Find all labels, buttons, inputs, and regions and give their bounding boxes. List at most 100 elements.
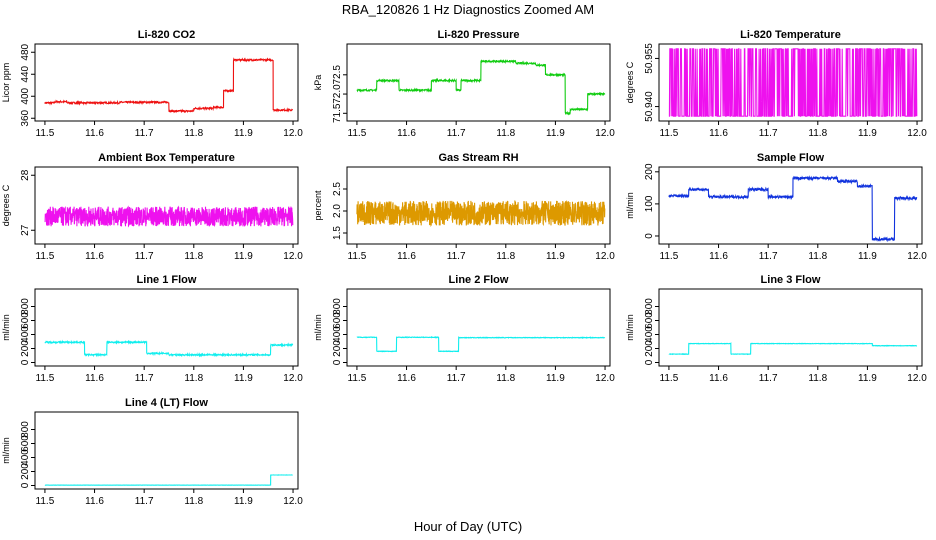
x-tick-label: 12.0 bbox=[283, 496, 303, 507]
x-tick-label: 11.5 bbox=[348, 128, 367, 139]
y-tick-label: 0 bbox=[20, 482, 31, 488]
x-tick-label: 11.7 bbox=[135, 128, 154, 139]
y-axis-label: ml/min bbox=[625, 192, 635, 219]
y-tick-label: 0 bbox=[20, 359, 31, 365]
x-tick-label: 12.0 bbox=[283, 128, 303, 139]
y-tick-label: 600 bbox=[20, 312, 31, 329]
y-tick-label: 600 bbox=[332, 312, 343, 329]
y-tick-label: 480 bbox=[20, 43, 31, 60]
x-tick-label: 11.6 bbox=[397, 373, 416, 384]
x-tick-label: 11.9 bbox=[234, 496, 253, 507]
panel-li-820-pressure: Li-820 Pressure 11.5 11.6 11.7 11.8 11.9 12.0 7… bbox=[313, 29, 615, 139]
panel-title: Ambient Box Temperature bbox=[98, 152, 235, 164]
x-tick-label: 11.6 bbox=[85, 496, 104, 507]
panel-title: Gas Stream RH bbox=[438, 152, 518, 164]
panel-grid: Li-820 CO2 11.5 11.6 11.7 11.8 11.9 12.0 360 400… bbox=[1, 29, 927, 507]
x-tick-label: 11.6 bbox=[709, 251, 728, 262]
x-tick-label: 12.0 bbox=[283, 251, 303, 262]
plot-frame bbox=[34, 43, 299, 122]
y-tick-label: 200 bbox=[20, 340, 31, 357]
x-tick-label: 11.9 bbox=[234, 251, 253, 262]
y-tick-label: 200 bbox=[332, 340, 343, 357]
y-tick-label: 400 bbox=[20, 326, 31, 343]
y-tick-label: 0 bbox=[332, 359, 343, 365]
series-line bbox=[668, 342, 918, 356]
y-tick-label: 50.940 bbox=[644, 91, 655, 122]
y-tick-label: 72.0 bbox=[332, 84, 343, 104]
plot-frame bbox=[34, 411, 299, 490]
x-tick-label: 12.0 bbox=[283, 373, 303, 384]
series-line bbox=[44, 474, 293, 486]
y-tick-label: 200 bbox=[644, 163, 655, 180]
x-tick-label: 11.8 bbox=[808, 128, 827, 139]
plot-frame bbox=[346, 288, 611, 367]
x-tick-label: 11.8 bbox=[184, 251, 203, 262]
y-tick-label: 600 bbox=[644, 312, 655, 329]
plot-frame bbox=[658, 43, 923, 122]
y-tick-label: 28 bbox=[20, 169, 31, 181]
y-tick-label: 360 bbox=[20, 109, 31, 126]
y-tick-label: 0 bbox=[644, 233, 655, 239]
plot-frame bbox=[658, 288, 923, 367]
panel-title: Line 4 (LT) Flow bbox=[125, 397, 208, 409]
series-line bbox=[356, 58, 606, 116]
panel-ambient-box-temperature: Ambient Box Temperature 11.5 11.6 11.7 11.8 1… bbox=[1, 152, 303, 262]
x-tick-label: 11.8 bbox=[808, 373, 827, 384]
x-tick-label: 11.5 bbox=[660, 251, 679, 262]
panel-line-1-flow: Line 1 Flow 11.5 11.6 11.7 11.8 11.9 12.0 0 2004… bbox=[1, 274, 303, 384]
y-axis-label: kPa bbox=[313, 75, 323, 91]
x-tick-label: 11.7 bbox=[447, 251, 466, 262]
series-line bbox=[668, 175, 918, 243]
panel-title: Li-820 CO2 bbox=[138, 29, 195, 41]
x-tick-label: 11.9 bbox=[858, 128, 877, 139]
plot-frame bbox=[34, 288, 299, 367]
y-tick-label: 600 bbox=[20, 435, 31, 452]
x-tick-label: 11.6 bbox=[85, 128, 104, 139]
panel-title: Li-820 Temperature bbox=[740, 29, 841, 41]
y-axis-label: ml/min bbox=[625, 314, 635, 341]
x-tick-label: 11.8 bbox=[184, 373, 203, 384]
plot-frame bbox=[658, 166, 923, 245]
series-line bbox=[44, 57, 294, 114]
y-tick-label: 71.5 bbox=[332, 103, 343, 123]
x-tick-label: 11.9 bbox=[546, 251, 565, 262]
y-tick-label: 200 bbox=[20, 463, 31, 480]
x-tick-label: 11.6 bbox=[397, 251, 416, 262]
x-tick-label: 11.7 bbox=[759, 251, 778, 262]
panel-sample-flow: Sample Flow 11.5 11.6 11.7 11.8 11.9 12.0 0 100 2… bbox=[625, 152, 927, 262]
x-tick-label: 11.9 bbox=[858, 373, 877, 384]
x-tick-label: 11.7 bbox=[135, 251, 154, 262]
x-tick-label: 11.5 bbox=[348, 373, 367, 384]
x-tick-label: 11.6 bbox=[85, 373, 104, 384]
panel-line-4-lt-flow: Line 4 (LT) Flow 11.5 11.6 11.7 11.8 11.9 12.0… bbox=[1, 397, 303, 507]
plot-frame bbox=[34, 166, 299, 245]
x-tick-label: 11.8 bbox=[808, 251, 827, 262]
x-tick-label: 11.5 bbox=[36, 373, 55, 384]
y-tick-label: 440 bbox=[20, 65, 31, 82]
x-tick-label: 11.5 bbox=[36, 128, 55, 139]
y-tick-label: 400 bbox=[20, 449, 31, 466]
x-tick-label: 11.9 bbox=[234, 373, 253, 384]
x-tick-label: 11.5 bbox=[36, 496, 55, 507]
y-tick-label: 27 bbox=[20, 224, 31, 236]
x-tick-label: 11.7 bbox=[759, 128, 778, 139]
y-tick-label: 72.5 bbox=[332, 65, 343, 85]
series-line bbox=[668, 48, 918, 117]
y-tick-label: 800 bbox=[20, 298, 31, 315]
y-axis-label: degrees C bbox=[1, 184, 11, 226]
series-line bbox=[356, 335, 606, 353]
y-axis-label: ml/min bbox=[313, 314, 323, 341]
panel-gas-stream-rh: Gas Stream RH 11.5 11.6 11.7 11.8 11.9 12.0 1.5… bbox=[313, 152, 615, 262]
panel-title: Sample Flow bbox=[757, 152, 825, 164]
x-tick-label: 12.0 bbox=[907, 251, 927, 262]
series-line bbox=[356, 199, 606, 228]
x-tick-label: 11.9 bbox=[546, 128, 565, 139]
x-tick-label: 12.0 bbox=[595, 373, 615, 384]
x-tick-label: 11.8 bbox=[496, 128, 515, 139]
x-tick-label: 12.0 bbox=[907, 128, 927, 139]
x-tick-label: 12.0 bbox=[595, 128, 615, 139]
y-tick-label: 1.5 bbox=[332, 226, 343, 240]
plot-frame bbox=[346, 166, 611, 245]
x-tick-label: 11.7 bbox=[135, 373, 154, 384]
panel-title: Line 1 Flow bbox=[137, 274, 197, 286]
